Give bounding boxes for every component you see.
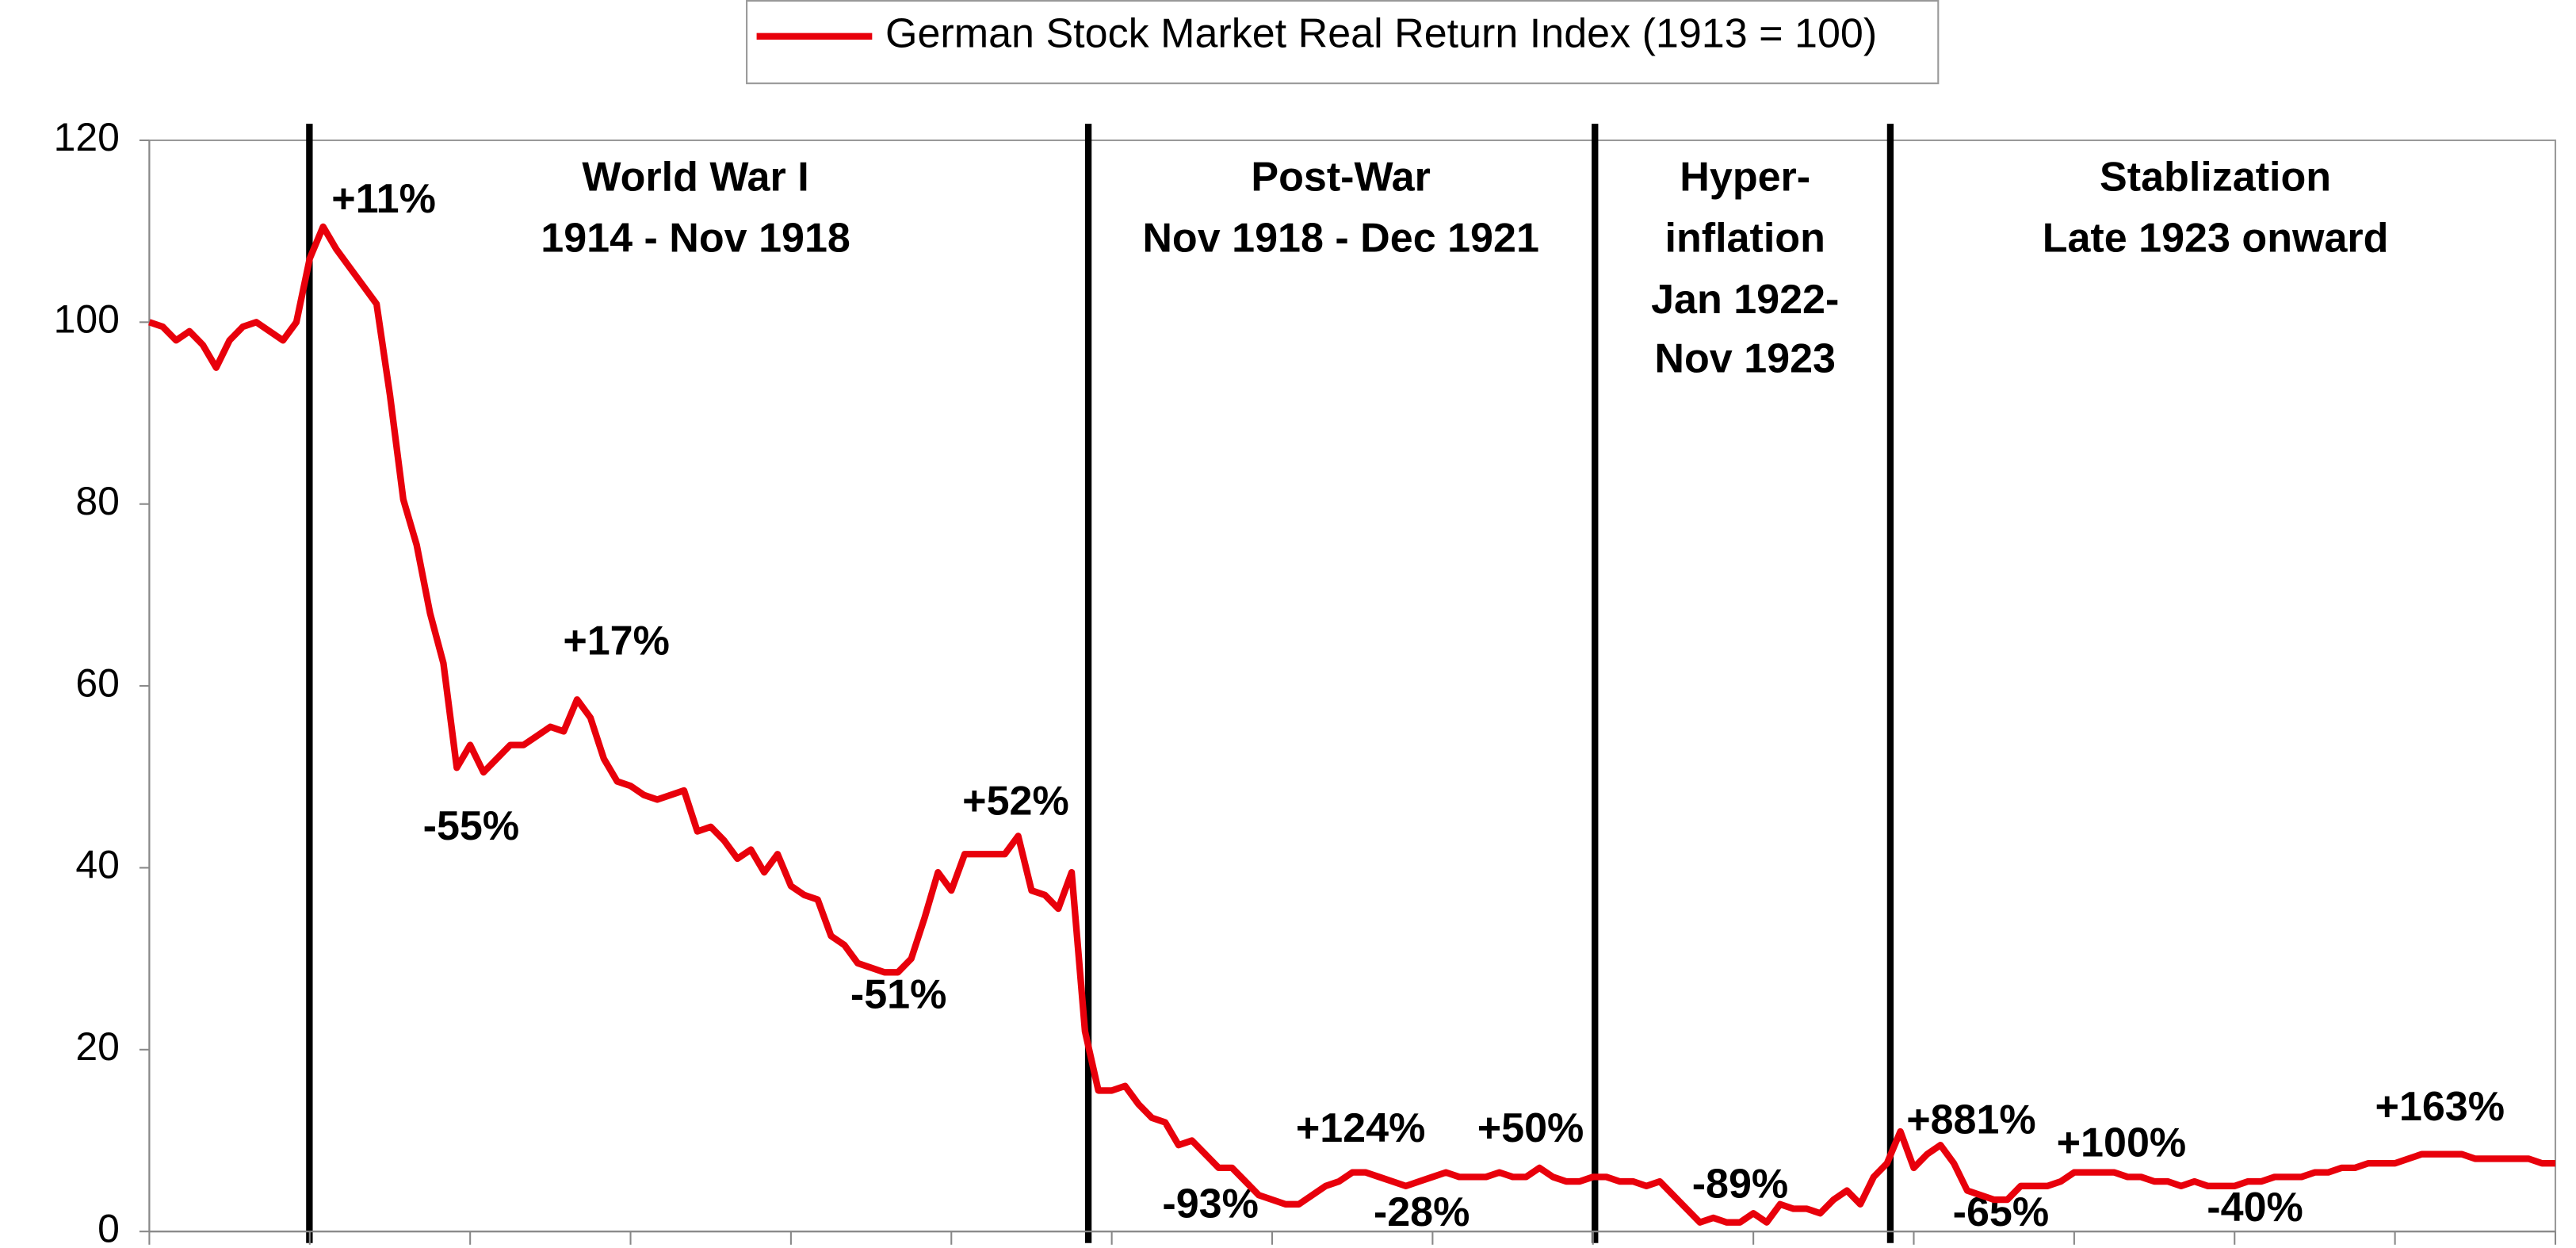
y-tick-label: 100 <box>54 297 120 342</box>
legend-box <box>746 0 1940 85</box>
period-labels: World War I 1914 - Nov 1918 Post-War Nov… <box>541 155 2388 382</box>
annotation: -65% <box>1953 1189 2050 1235</box>
period-label: World War I <box>582 155 808 201</box>
annotation: +50% <box>1477 1105 1584 1151</box>
legend-label: German Stock Market Real Return Index (1… <box>885 11 1877 57</box>
annotation: +124% <box>1296 1105 1426 1151</box>
annotation: -93% <box>1162 1181 1259 1227</box>
annotation: +100% <box>2057 1120 2187 1166</box>
annotation: -40% <box>2207 1185 2303 1231</box>
period-label: Jan 1922- <box>1651 277 1839 323</box>
annotation: +17% <box>563 618 670 664</box>
period-label: Late 1923 onward <box>2043 216 2389 262</box>
plot-area <box>148 139 2557 1233</box>
period-label: Post-War <box>1251 155 1431 201</box>
y-tick-label: 120 <box>54 115 120 159</box>
annotation: +52% <box>962 779 1069 825</box>
period-label: Hyper- <box>1680 155 1810 201</box>
y-tick-label: 0 <box>97 1206 120 1248</box>
annotations: +11% +17% -55% +52% -51% -93% +124% -28%… <box>331 176 2505 1235</box>
y-tick-label: 40 <box>75 843 120 887</box>
period-label: inflation <box>1665 216 1825 262</box>
y-tick-label: 80 <box>75 479 120 523</box>
annotation: -89% <box>1692 1162 1789 1208</box>
data-line <box>148 223 2555 1226</box>
period-label: Nov 1923 <box>1654 336 1836 382</box>
annotation: +881% <box>1906 1097 2036 1143</box>
annotation: -28% <box>1374 1189 1470 1235</box>
period-label: Stablization <box>2100 155 2331 201</box>
period-label: 1914 - Nov 1918 <box>541 216 850 262</box>
legend: German Stock Market Real Return Index (1… <box>746 0 1940 85</box>
annotation: +163% <box>2375 1084 2505 1130</box>
annotation: +11% <box>331 176 436 222</box>
period-label: Nov 1918 - Dec 1921 <box>1142 216 1539 262</box>
dividers <box>306 124 1894 1243</box>
annotation: -51% <box>850 971 947 1017</box>
y-tick-label: 20 <box>75 1024 120 1069</box>
annotation: -55% <box>423 803 520 849</box>
y-tick-label: 60 <box>75 660 120 705</box>
